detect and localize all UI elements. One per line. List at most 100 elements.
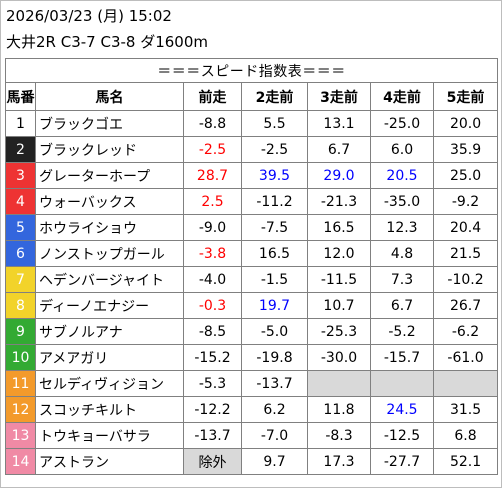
speed-index-cell: -8.3: [307, 422, 371, 449]
horse-name: ブラックゴエ: [35, 110, 184, 137]
speed-index-cell: 9.7: [241, 448, 308, 475]
speed-index-cell: -19.8: [241, 344, 308, 371]
horse-name: ホウライショウ: [35, 214, 184, 241]
horse-name: トウキョーバサラ: [35, 422, 184, 449]
speed-index-cell: -9.2: [432, 188, 499, 215]
speed-index-cell: 11.8: [307, 396, 371, 423]
speed-index-cell: -8.8: [183, 110, 242, 137]
speed-index-cell: 13.1: [307, 110, 371, 137]
table-row: 13 トウキョーバサラ -13.7 -7.0 -8.3 -12.5 6.8: [5, 422, 499, 449]
horse-name: ウォーバックス: [35, 188, 184, 215]
speed-index-cell: -4.0: [183, 266, 242, 293]
horse-name: アストラン: [35, 448, 184, 475]
speed-index-cell: 16.5: [241, 240, 308, 267]
speed-index-cell: -27.7: [370, 448, 434, 475]
speed-index-cell: 29.0: [307, 162, 371, 189]
speed-index-cell: -6.2: [432, 318, 499, 345]
speed-index-cell: -35.0: [370, 188, 434, 215]
speed-index-cell: 52.1: [432, 448, 499, 475]
horse-name: ディーノエナジー: [35, 292, 184, 319]
speed-index-cell: -13.7: [183, 422, 242, 449]
horse-number: 2: [5, 136, 36, 163]
horse-number: 11: [5, 370, 36, 397]
speed-index-cell: 10.7: [307, 292, 371, 319]
header-umaban: 馬番: [5, 82, 36, 111]
column-header-row: 馬番 馬名 前走 2走前 3走前 4走前 5走前: [5, 82, 499, 111]
horse-number: 3: [5, 162, 36, 189]
speed-index-cell: -21.3: [307, 188, 371, 215]
speed-index-cell: -5.2: [370, 318, 434, 345]
speed-index-cell: 7.3: [370, 266, 434, 293]
table-row: 3 グレーターホープ 28.7 39.5 29.0 20.5 25.0: [5, 162, 499, 189]
speed-index-cell: -12.2: [183, 396, 242, 423]
horse-name: サブノルアナ: [35, 318, 184, 345]
horse-number: 8: [5, 292, 36, 319]
horse-number: 12: [5, 396, 36, 423]
header-2-races-ago: 2走前: [241, 82, 308, 111]
table-row: 5 ホウライショウ -9.0 -7.5 16.5 12.3 20.4: [5, 214, 499, 241]
horse-name: スコッチキルト: [35, 396, 184, 423]
race-info: 大井2R C3-7 C3-8 ダ1600m: [6, 33, 209, 51]
speed-index-cell: -30.0: [307, 344, 371, 371]
speed-index-cell: 12.3: [370, 214, 434, 241]
speed-index-cell: 6.0: [370, 136, 434, 163]
table-row: 11 セルディヴィジョン -5.3 -13.7: [5, 370, 499, 397]
speed-index-cell: -2.5: [183, 136, 242, 163]
table-row: 9 サブノルアナ -8.5 -5.0 -25.3 -5.2 -6.2: [5, 318, 499, 345]
header-last-race: 前走: [183, 82, 242, 111]
horse-number: 1: [5, 110, 36, 137]
horse-name: ブラックレッド: [35, 136, 184, 163]
speed-index-cell: 28.7: [183, 162, 242, 189]
horse-number: 10: [5, 344, 36, 371]
speed-index-cell: -25.0: [370, 110, 434, 137]
speed-index-cell: 12.0: [307, 240, 371, 267]
speed-index-cell: 20.5: [370, 162, 434, 189]
table-row: 12 スコッチキルト -12.2 6.2 11.8 24.5 31.5: [5, 396, 499, 423]
speed-index-cell: -3.8: [183, 240, 242, 267]
speed-index-cell: 20.0: [432, 110, 499, 137]
speed-index-cell: 除外: [183, 448, 242, 475]
speed-index-cell: 19.7: [241, 292, 308, 319]
speed-index-cell: -5.0: [241, 318, 308, 345]
speed-index-cell: -5.3: [183, 370, 242, 397]
speed-index-cell: 6.7: [307, 136, 371, 163]
table-row: 7 ヘデンバージャイト -4.0 -1.5 -11.5 7.3 -10.2: [5, 266, 499, 293]
speed-index-cell: [432, 370, 499, 397]
header-3-races-ago: 3走前: [307, 82, 371, 111]
speed-index-cell: -11.5: [307, 266, 371, 293]
header-4-races-ago: 4走前: [370, 82, 434, 111]
table-row: 10 アメアガリ -15.2 -19.8 -30.0 -15.7 -61.0: [5, 344, 499, 371]
table-title: ＝＝＝スピード指数表＝＝＝: [4, 58, 499, 83]
speed-index-cell: 6.2: [241, 396, 308, 423]
speed-index-cell: -1.5: [241, 266, 308, 293]
table-row: 14 アストラン 除外 9.7 17.3 -27.7 52.1: [5, 448, 499, 475]
horse-number: 14: [5, 448, 36, 475]
speed-index-cell: -2.5: [241, 136, 308, 163]
horse-number: 4: [5, 188, 36, 215]
horse-name: セルディヴィジョン: [35, 370, 184, 397]
speed-index-cell: -15.2: [183, 344, 242, 371]
speed-index-cell: 35.9: [432, 136, 499, 163]
speed-index-cell: -15.7: [370, 344, 434, 371]
speed-index-cell: -10.2: [432, 266, 499, 293]
speed-index-cell: 5.5: [241, 110, 308, 137]
speed-index-cell: -7.0: [241, 422, 308, 449]
speed-index-cell: 25.0: [432, 162, 499, 189]
speed-index-cell: 24.5: [370, 396, 434, 423]
speed-index-cell: 20.4: [432, 214, 499, 241]
horse-name: グレーターホープ: [35, 162, 184, 189]
speed-index-cell: [307, 370, 371, 397]
race-datetime: 2026/03/23 (月) 15:02: [6, 7, 172, 25]
speed-index-cell: 17.3: [307, 448, 371, 475]
horse-number: 13: [5, 422, 36, 449]
speed-index-cell: -25.3: [307, 318, 371, 345]
table-row: 8 ディーノエナジー -0.3 19.7 10.7 6.7 26.7: [5, 292, 499, 319]
speed-index-cell: -12.5: [370, 422, 434, 449]
speed-index-cell: 2.5: [183, 188, 242, 215]
table-row: 2 ブラックレッド -2.5 -2.5 6.7 6.0 35.9: [5, 136, 499, 163]
speed-index-cell: 16.5: [307, 214, 371, 241]
speed-index-cell: 6.7: [370, 292, 434, 319]
speed-index-cell: -11.2: [241, 188, 308, 215]
speed-index-cell: 26.7: [432, 292, 499, 319]
